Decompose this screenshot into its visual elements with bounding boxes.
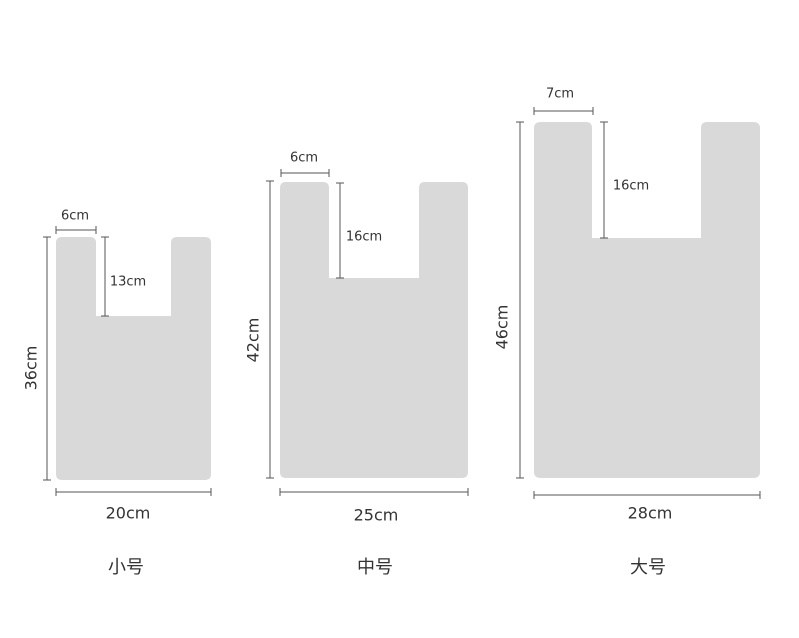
height-label: 42cm xyxy=(244,318,263,363)
height-label: 36cm xyxy=(22,346,41,391)
bag-large-shape xyxy=(534,122,760,478)
dimension-line xyxy=(43,236,51,481)
bag-medium-shape xyxy=(280,182,468,478)
dimension-line xyxy=(279,488,469,496)
height-label: 46cm xyxy=(493,305,512,350)
dimension-line xyxy=(266,180,274,479)
dimension-line xyxy=(280,169,330,177)
width-label: 28cm xyxy=(628,504,673,523)
bag-small-shape xyxy=(56,237,211,480)
dimension-line xyxy=(600,121,608,239)
handle-depth-label: 16cm xyxy=(346,230,382,245)
size-name: 大号 xyxy=(630,557,666,578)
dimension-line xyxy=(533,491,761,499)
width-label: 20cm xyxy=(106,504,151,523)
dimension-line xyxy=(516,121,524,479)
handle-width-label: 6cm xyxy=(61,209,89,224)
dimension-line xyxy=(55,226,97,234)
dimension-line xyxy=(101,236,109,317)
handle-depth-label: 16cm xyxy=(613,179,649,194)
dimension-line xyxy=(336,182,344,279)
width-label: 25cm xyxy=(354,506,399,525)
handle-width-label: 7cm xyxy=(546,87,574,102)
dimension-line xyxy=(533,107,594,115)
size-name: 小号 xyxy=(108,557,144,578)
handle-depth-label: 13cm xyxy=(110,275,146,290)
size-name: 中号 xyxy=(357,557,393,578)
handle-width-label: 6cm xyxy=(290,151,318,166)
dimension-line xyxy=(55,488,212,496)
